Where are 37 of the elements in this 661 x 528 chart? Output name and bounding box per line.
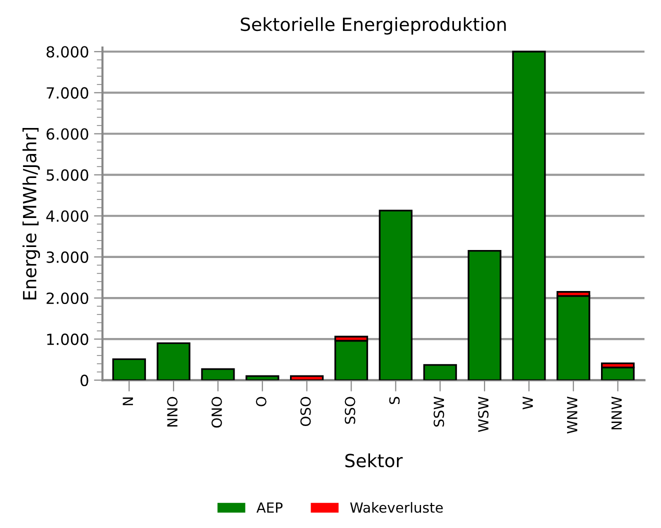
x-tick-label: WNW <box>567 396 578 434</box>
y-axis-title: Energie [MWh/Jahr] <box>22 128 40 300</box>
x-tick-label: W <box>522 396 533 410</box>
bar <box>201 368 235 380</box>
bar <box>334 340 368 380</box>
bar <box>156 342 190 380</box>
x-tick-label: ONO <box>211 396 222 428</box>
bar <box>556 295 590 380</box>
x-tick-label: SSW <box>434 396 444 427</box>
bar <box>246 375 280 380</box>
bar <box>290 375 324 380</box>
chart-title: Sektorielle Energieproduktion <box>240 17 506 35</box>
x-tick-label: WSW <box>478 396 489 432</box>
y-tick-label: 5.000 <box>46 169 88 181</box>
bar <box>468 250 502 380</box>
y-tick-label: 0 <box>80 374 88 386</box>
y-tick-label: 6.000 <box>46 128 88 140</box>
x-tick-label: O <box>256 396 266 406</box>
x-tick-label: N <box>122 397 133 406</box>
legend-label: AEP <box>256 502 283 513</box>
y-tick-label: 8.000 <box>46 46 88 58</box>
x-tick-label: S <box>389 396 400 404</box>
bar <box>112 358 146 380</box>
bar <box>423 364 457 380</box>
y-tick-label: 4.000 <box>46 210 88 222</box>
x-tick-label: NNO <box>167 396 178 426</box>
bar <box>378 210 413 380</box>
legend-label: Wakeverluste <box>350 502 443 513</box>
x-tick-label: SSO <box>344 396 356 424</box>
x-tick-label: NNW <box>612 396 622 430</box>
x-axis-title: Sektor <box>345 453 403 468</box>
bar <box>512 50 546 380</box>
x-tick-label: OSO <box>300 396 311 426</box>
y-tick-label: 3.000 <box>46 251 88 263</box>
y-tick-label: 1.000 <box>47 334 88 346</box>
y-tick-label: 7.000 <box>46 87 88 99</box>
y-tick-label: 2.000 <box>46 292 88 304</box>
